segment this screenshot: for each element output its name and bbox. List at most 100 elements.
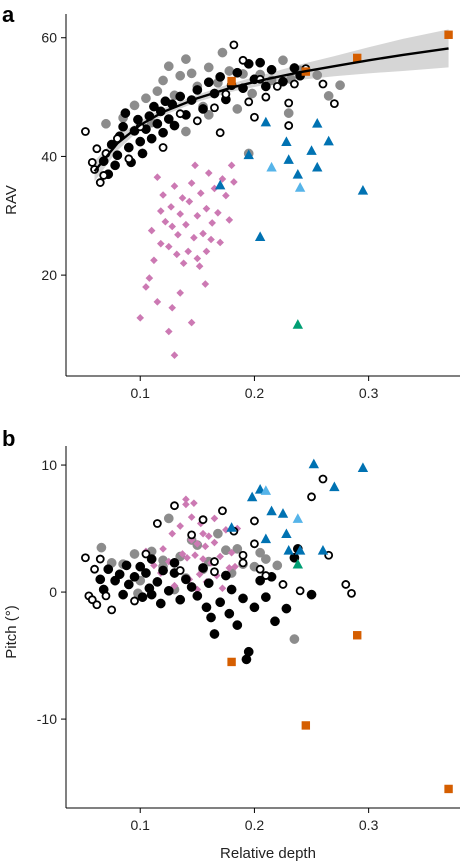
a-point-grey [129,100,140,111]
b-point-open-circle [107,605,117,615]
b-point-black [209,629,220,639]
b-point-black [186,582,197,592]
b-point-open-circle [218,506,227,516]
a-point-triangle [323,135,334,146]
a-point-open-circle [272,82,282,91]
a-point-triangle [281,136,292,147]
a-point-black [158,127,168,138]
a-point-open-circle [158,143,168,152]
b-point-diamond [196,519,205,528]
b-point-black [206,612,216,623]
a-point-black [198,104,208,114]
b-point-black [255,575,265,586]
b-point-open-circle [90,564,99,574]
a-point-grey [101,118,111,129]
a-point-diamond [170,351,179,360]
a-point-diamond [176,210,185,218]
b-point-black [270,616,280,627]
a-y-tick-label: 20 [41,267,57,283]
b-point-diamond [183,553,191,562]
b-point-diamond [231,562,239,571]
b-y-tick-label: 10 [41,457,57,473]
b-point-grey [289,634,300,644]
x-axis-title-relative-depth: Relative depth [220,845,316,862]
b-point-diamond [159,545,167,553]
b-point-triangle [266,505,277,516]
b-point-diamond [212,571,221,580]
a-point-grey [232,104,243,114]
a-point-triangle [243,149,254,160]
a-point-black [135,136,146,147]
b-point-black [181,574,191,585]
a-point-black [137,148,148,159]
b-point-open-circle [295,586,305,596]
a-point-grey [278,55,288,66]
b-point-diamond [195,570,204,579]
b-point-triangle [357,462,369,473]
a-point-triangle [260,116,272,127]
a-point-grey [181,126,191,137]
a-point-open-circle [250,112,259,122]
a-point-diamond [178,194,187,202]
b-point-black [232,620,243,630]
b-y-tick-label: 0 [49,584,57,600]
a-point-black [266,64,277,75]
a-point-black [169,120,180,131]
a-point-open-circle [290,79,299,89]
b-x-tick-label: 0.2 [245,817,265,833]
b-point-diamond [176,522,185,530]
a-point-open-circle [238,55,248,65]
a-point-grey [203,62,214,73]
a-point-grey [335,80,345,91]
b-point-black [155,598,166,609]
b-point-square [227,657,236,667]
b-point-triangle [283,544,294,555]
b-point-square [444,784,453,794]
b-point-open-circle [250,539,259,549]
a-point-grey [141,93,151,104]
b-point-black [163,585,174,596]
a-point-black [261,81,271,92]
b-point-open-circle [187,530,197,540]
a-point-diamond [227,161,236,170]
b-point-grey [96,542,107,553]
b-point-black [158,565,168,576]
a-point-grey [224,66,235,76]
a-point-black [289,63,300,73]
a-point-diamond [222,191,230,200]
b-point-open-circle [318,474,328,484]
a-point-diamond [168,303,177,312]
a-point-grey [323,91,334,101]
a-point-grey [163,61,174,72]
panel-b: b 0.1 0.2 0.3 -10 0 10 Pitch (°) Relative dep… [2,426,460,862]
a-point-triangle [283,154,294,164]
a-point-diamond [170,182,179,190]
b-point-black [146,554,157,564]
b-point-open-circle [278,580,288,589]
a-point-diamond [136,314,145,322]
b-point-open-circle [255,564,265,574]
a-point-black [232,67,243,78]
a-point-grey [152,86,163,96]
a-point-diamond [168,222,177,231]
b-point-black [203,578,214,589]
b-x-tick-label: 0.3 [359,817,379,833]
b-point-black [226,584,237,595]
b-point-triangle [226,522,237,532]
b-point-diamond [191,551,199,560]
b-point-black [123,579,134,590]
b-point-diamond [204,532,213,540]
b-point-black [221,570,231,581]
panel-a-letter: a [2,2,15,27]
a-point-diamond [167,203,175,211]
b-point-black [95,574,106,585]
a-point-diamond [187,318,196,327]
a-point-black [163,114,174,124]
b-point-open-circle [238,558,248,568]
b-point-triangle [292,558,304,569]
a-point-black [110,160,120,171]
a-point-black [215,72,226,82]
b-point-black [146,589,157,600]
b-point-black [224,608,235,619]
b-point-diamond [199,555,207,563]
